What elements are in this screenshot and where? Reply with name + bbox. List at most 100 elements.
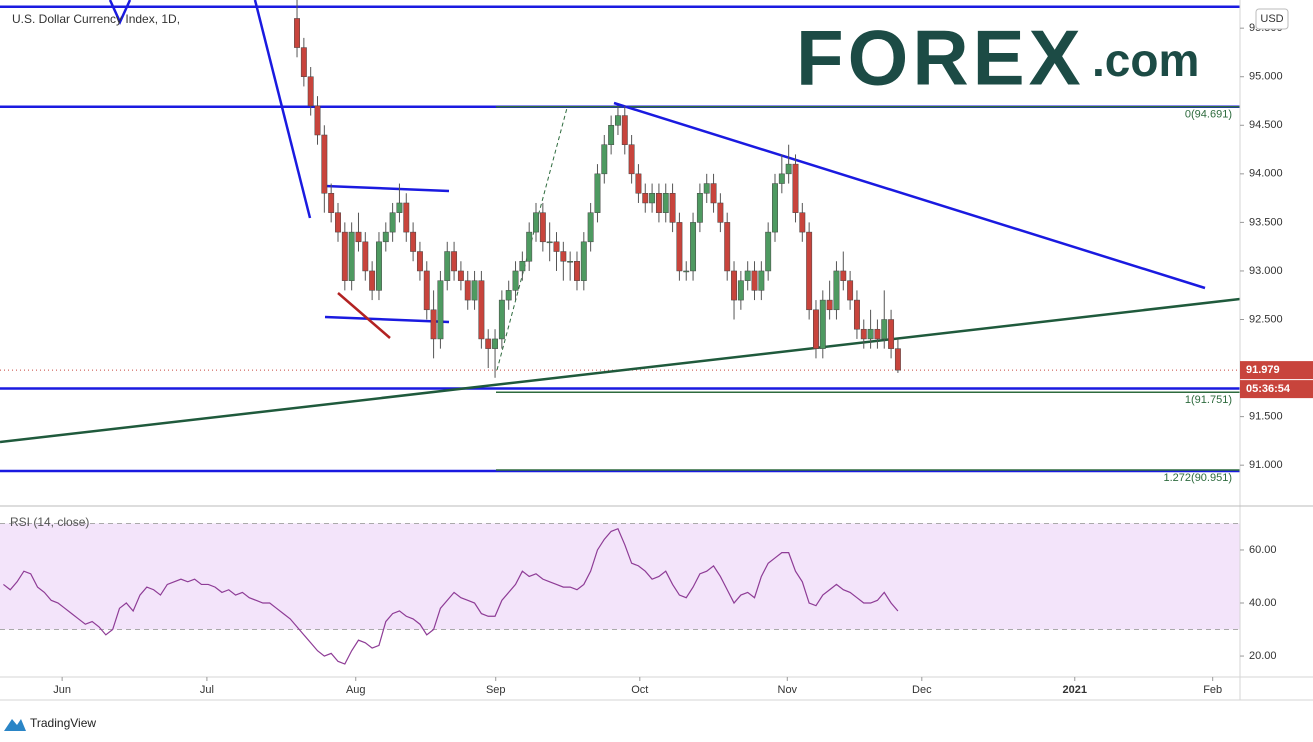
candle-body: [703, 183, 710, 194]
candle-body: [594, 173, 601, 213]
candle-body: [669, 193, 676, 223]
x-tick-label: Jul: [200, 684, 214, 696]
countdown: 05:36:54: [1246, 383, 1291, 395]
candle-body: [601, 144, 608, 175]
rsi-background: [0, 522, 1240, 631]
candle-body: [396, 202, 403, 213]
candle-body: [840, 270, 847, 281]
candle-body: [410, 231, 417, 252]
candle-body: [485, 338, 492, 349]
rsi-band: [0, 523, 1240, 630]
candle-body: [389, 212, 396, 233]
candle-body: [574, 260, 580, 281]
candle-body: [860, 328, 867, 340]
candle-body: [635, 173, 642, 194]
fib-label: 0(94.691): [1185, 109, 1232, 121]
logo-brand: FOREX: [796, 14, 1085, 102]
candle-body: [580, 241, 587, 281]
candle-body: [772, 183, 778, 233]
candle-body: [526, 231, 533, 262]
candle-body: [471, 280, 478, 301]
trend-line: [108, 0, 132, 26]
candle-body: [416, 251, 423, 272]
x-tick-label: Jun: [53, 684, 71, 696]
axes: 91.00091.50092.00092.50093.00093.50094.0…: [0, 0, 1313, 701]
candle-body: [737, 280, 744, 301]
candle-body: [403, 202, 410, 233]
countdown-badge: [1240, 380, 1313, 399]
candle-body: [328, 193, 335, 213]
rsi-line: [3, 527, 899, 665]
footer-icon: [4, 719, 26, 731]
candle-body: [321, 134, 328, 194]
candle-body: [348, 231, 355, 281]
candle-body: [792, 163, 799, 213]
candle-body: [847, 280, 854, 301]
currency-badge: [1255, 8, 1289, 30]
candle-body: [546, 241, 553, 244]
candle-body: [731, 270, 737, 301]
candle-body: [587, 212, 594, 243]
candle-body: [696, 193, 703, 223]
y-tick-label: 91.500: [1249, 411, 1283, 423]
candle-body: [758, 270, 765, 291]
trend-line: [0, 297, 1241, 444]
candle-body: [683, 270, 690, 273]
candle-body: [785, 163, 792, 175]
y-tick-label: 93.500: [1249, 216, 1283, 228]
fib-label: 1.272(90.951): [1164, 472, 1233, 484]
candle-body: [369, 270, 376, 291]
candle-body: [778, 173, 785, 184]
currency: USD: [1260, 13, 1283, 25]
rsi-y-tick-label: 20.00: [1249, 650, 1277, 662]
y-tick-label: 92.500: [1249, 313, 1283, 325]
y-tick-label: 94.500: [1249, 119, 1283, 131]
candle-body: [710, 183, 717, 204]
trend-line: [337, 292, 391, 339]
candle-body: [498, 299, 505, 340]
candle-body: [307, 76, 314, 107]
candle-body: [690, 222, 697, 272]
candle-body: [833, 270, 840, 311]
candle-body: [642, 193, 649, 204]
candle-body: [464, 280, 471, 301]
candle-body: [560, 251, 567, 262]
candle-body: [355, 231, 362, 243]
footer-brand: TradingView: [30, 716, 96, 730]
candle-body: [294, 18, 300, 48]
candle-body: [451, 251, 458, 272]
last-price-badge: [1240, 361, 1313, 380]
candle-body: [819, 299, 826, 349]
candle-body: [655, 193, 662, 213]
candle-body: [765, 231, 772, 272]
candle-body: [492, 338, 498, 349]
candles: [3, 0, 901, 665]
x-tick-label: Oct: [631, 684, 648, 696]
candle-body: [430, 309, 437, 340]
x-tick-label: Feb: [1203, 684, 1222, 696]
candle-body: [813, 309, 819, 349]
x-tick-label: Sep: [486, 684, 506, 696]
drawings: [0, 0, 1241, 444]
rsi-y-tick-label: 60.00: [1249, 544, 1277, 556]
candle-body: [888, 319, 895, 349]
candle-body: [806, 231, 813, 311]
fib-label: 1(91.751): [1185, 394, 1232, 406]
candle-body: [457, 270, 464, 281]
candle-body: [376, 241, 382, 291]
x-tick-label: Nov: [778, 684, 798, 696]
candle-body: [505, 290, 512, 301]
candle-body: [751, 270, 758, 291]
candle-body: [382, 231, 389, 243]
chart-title: U.S. Dollar Currency Index, 1D,: [12, 12, 180, 26]
candle-body: [444, 251, 451, 281]
y-tick-label: 91.000: [1249, 459, 1283, 471]
candle-body: [853, 299, 860, 330]
rsi-y-tick-label: 40.00: [1249, 597, 1277, 609]
trend-line: [324, 315, 450, 324]
candle-body: [341, 231, 348, 281]
candle-body: [894, 348, 901, 371]
